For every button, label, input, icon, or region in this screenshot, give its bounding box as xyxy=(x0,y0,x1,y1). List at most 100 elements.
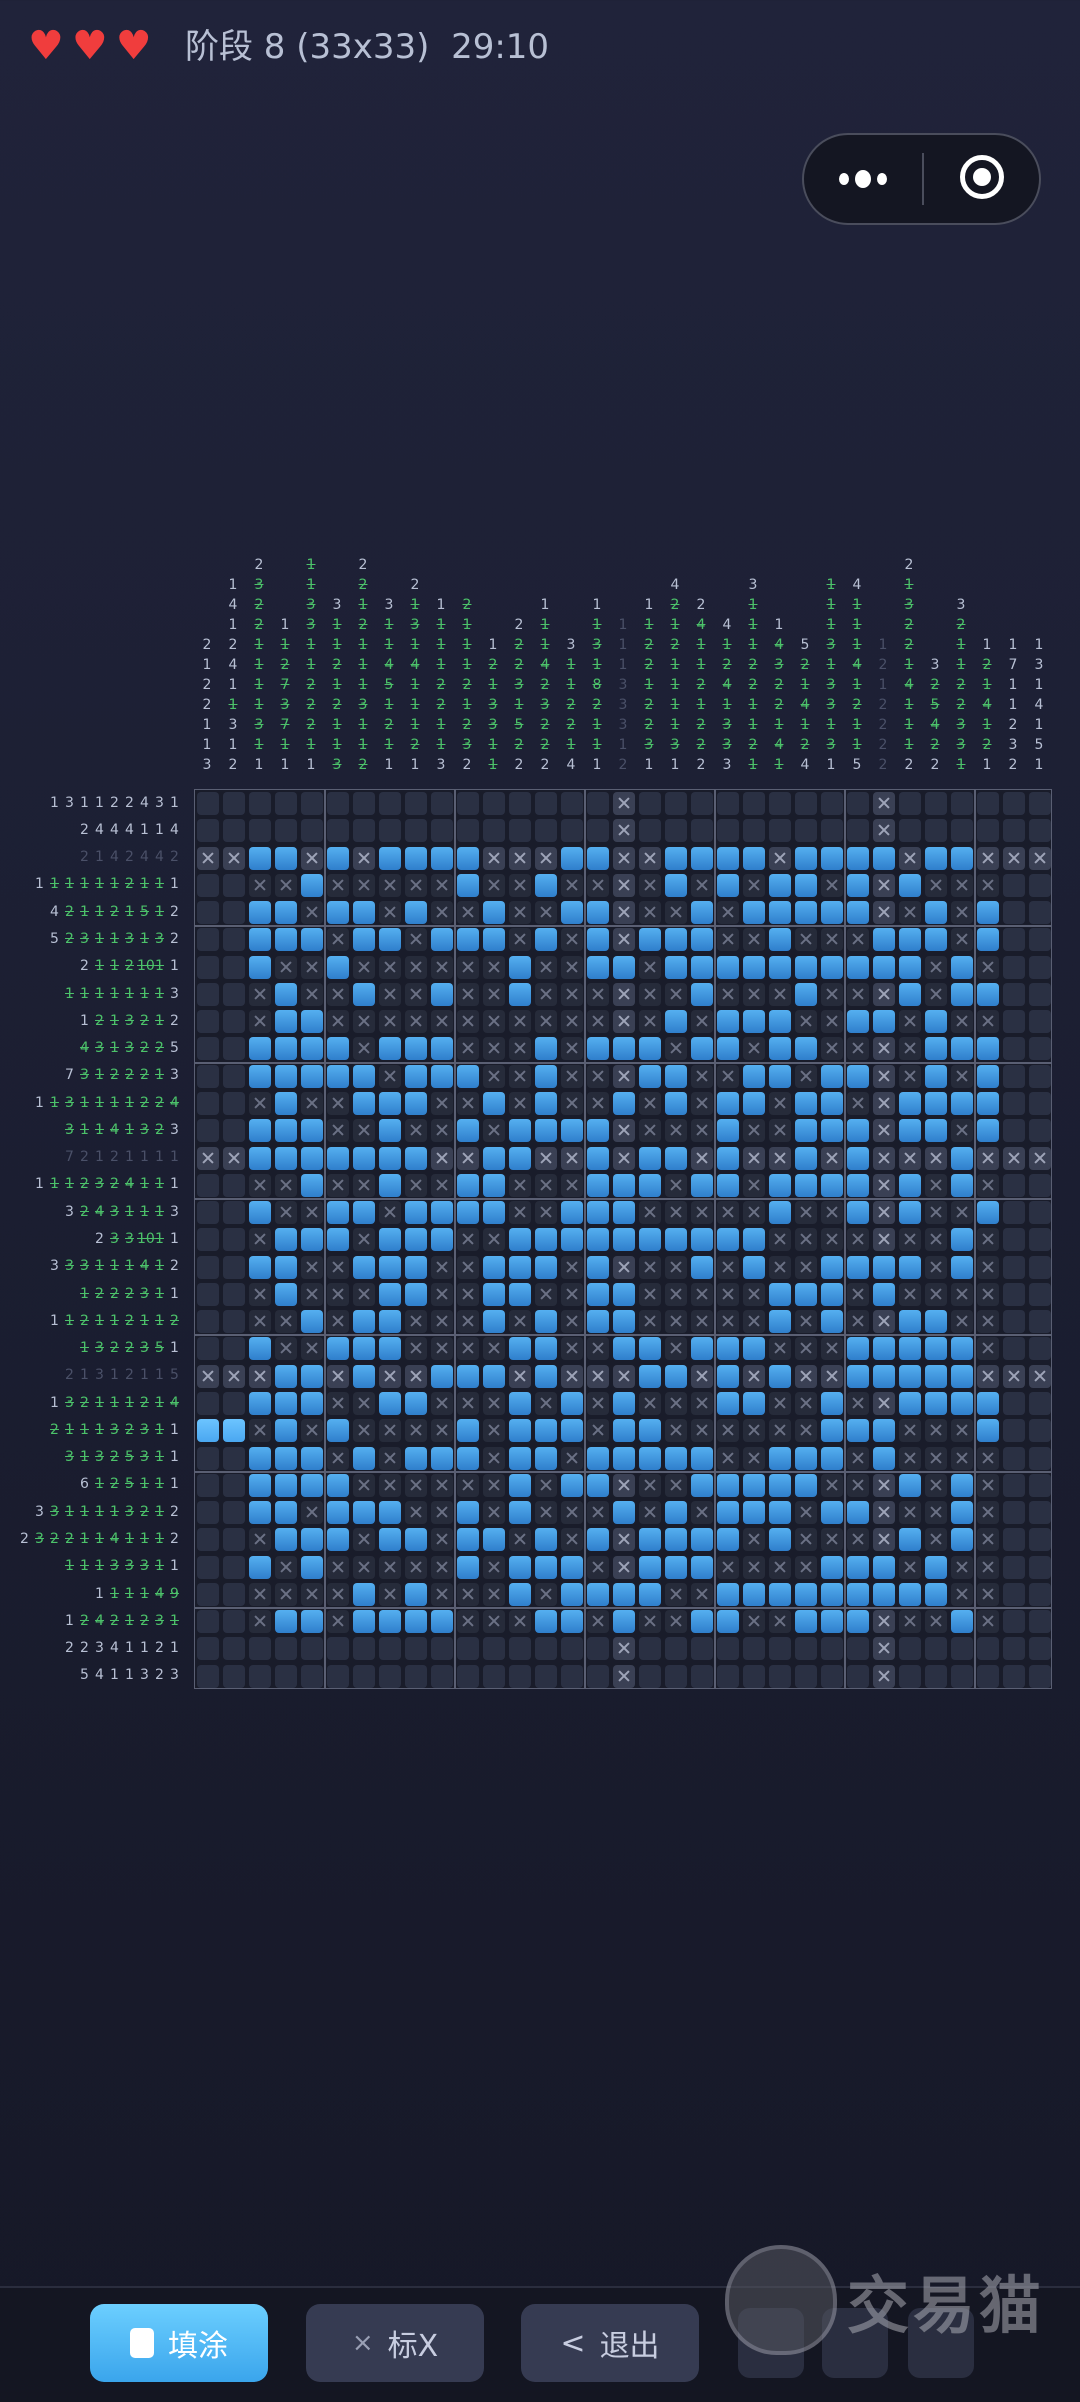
crossed-cell[interactable] xyxy=(691,1364,713,1388)
empty-cell[interactable] xyxy=(925,819,947,843)
filled-cell[interactable] xyxy=(769,1364,791,1388)
filled-cell[interactable] xyxy=(275,1610,297,1634)
filled-cell[interactable] xyxy=(587,1473,609,1497)
extra-button[interactable] xyxy=(908,2308,974,2378)
crossed-cell[interactable] xyxy=(431,1528,453,1552)
crossed-cell[interactable] xyxy=(951,1119,973,1143)
filled-cell[interactable] xyxy=(275,1064,297,1088)
crossed-cell[interactable] xyxy=(665,1337,687,1361)
empty-cell[interactable] xyxy=(197,1528,219,1552)
filled-cell[interactable] xyxy=(587,1173,609,1197)
empty-cell[interactable] xyxy=(1003,1582,1025,1606)
filled-cell[interactable] xyxy=(743,1501,765,1525)
empty-cell[interactable] xyxy=(665,1637,687,1661)
filled-cell[interactable] xyxy=(951,982,973,1006)
filled-cell[interactable] xyxy=(951,1173,973,1197)
filled-cell[interactable] xyxy=(561,1555,583,1579)
empty-cell[interactable] xyxy=(1003,901,1025,925)
empty-cell[interactable] xyxy=(223,1201,245,1225)
empty-cell[interactable] xyxy=(197,873,219,897)
filled-cell[interactable] xyxy=(717,1582,739,1606)
crossed-cell[interactable] xyxy=(691,1146,713,1170)
filled-cell[interactable] xyxy=(535,1037,557,1061)
empty-cell[interactable] xyxy=(223,1010,245,1034)
filled-cell[interactable] xyxy=(379,928,401,952)
crossed-cell[interactable] xyxy=(613,1637,635,1661)
filled-cell[interactable] xyxy=(301,1364,323,1388)
filled-cell[interactable] xyxy=(717,1501,739,1525)
crossed-cell[interactable] xyxy=(665,1392,687,1415)
empty-cell[interactable] xyxy=(899,1637,921,1661)
filled-cell[interactable] xyxy=(379,1092,401,1115)
crossed-cell[interactable] xyxy=(925,1146,947,1170)
empty-cell[interactable] xyxy=(1003,1119,1025,1143)
filled-cell[interactable] xyxy=(795,1119,817,1143)
crossed-cell[interactable] xyxy=(405,955,427,979)
crossed-cell[interactable] xyxy=(613,873,635,897)
filled-cell[interactable] xyxy=(431,846,453,870)
crossed-cell[interactable] xyxy=(977,1173,999,1197)
filled-cell[interactable] xyxy=(769,1528,791,1552)
filled-cell[interactable] xyxy=(951,846,973,870)
empty-cell[interactable] xyxy=(1003,819,1025,843)
crossed-cell[interactable] xyxy=(535,1392,557,1415)
crossed-cell[interactable] xyxy=(821,1146,843,1170)
filled-cell[interactable] xyxy=(639,1146,661,1170)
filled-cell[interactable] xyxy=(821,1610,843,1634)
crossed-cell[interactable] xyxy=(899,901,921,925)
crossed-cell[interactable] xyxy=(899,1555,921,1579)
filled-cell[interactable] xyxy=(925,1555,947,1579)
empty-cell[interactable] xyxy=(197,1446,219,1470)
filled-cell[interactable] xyxy=(353,1064,375,1088)
empty-cell[interactable] xyxy=(535,1664,557,1688)
filled-cell[interactable] xyxy=(327,1201,349,1225)
crossed-cell[interactable] xyxy=(561,982,583,1006)
empty-cell[interactable] xyxy=(665,819,687,843)
crossed-cell[interactable] xyxy=(743,1173,765,1197)
empty-cell[interactable] xyxy=(197,1392,219,1415)
crossed-cell[interactable] xyxy=(509,846,531,870)
crossed-cell[interactable] xyxy=(873,1473,895,1497)
filled-cell[interactable] xyxy=(561,901,583,925)
crossed-cell[interactable] xyxy=(327,1119,349,1143)
filled-cell[interactable] xyxy=(613,1501,635,1525)
filled-cell[interactable] xyxy=(249,846,271,870)
empty-cell[interactable] xyxy=(405,1637,427,1661)
filled-cell[interactable] xyxy=(951,1146,973,1170)
empty-cell[interactable] xyxy=(223,955,245,979)
filled-cell[interactable] xyxy=(691,1610,713,1634)
filled-cell[interactable] xyxy=(587,1282,609,1306)
empty-cell[interactable] xyxy=(223,1092,245,1115)
filled-cell[interactable] xyxy=(821,1582,843,1606)
filled-cell[interactable] xyxy=(457,1419,479,1443)
filled-cell[interactable] xyxy=(925,1310,947,1334)
filled-cell[interactable] xyxy=(717,1037,739,1061)
filled-cell[interactable] xyxy=(847,1419,869,1443)
filled-cell[interactable] xyxy=(535,928,557,952)
empty-cell[interactable] xyxy=(561,792,583,815)
crossed-cell[interactable] xyxy=(509,1364,531,1388)
crossed-cell[interactable] xyxy=(431,1146,453,1170)
crossed-cell[interactable] xyxy=(587,1610,609,1634)
filled-cell[interactable] xyxy=(353,928,375,952)
filled-cell[interactable] xyxy=(639,1064,661,1088)
filled-cell[interactable] xyxy=(613,1446,635,1470)
filled-cell[interactable] xyxy=(561,1392,583,1415)
filled-cell[interactable] xyxy=(951,1228,973,1252)
filled-cell[interactable] xyxy=(249,1501,271,1525)
crossed-cell[interactable] xyxy=(561,1337,583,1361)
crossed-cell[interactable] xyxy=(353,1282,375,1306)
filled-cell[interactable] xyxy=(977,1064,999,1088)
filled-cell[interactable] xyxy=(457,1173,479,1197)
empty-cell[interactable] xyxy=(587,1664,609,1688)
empty-cell[interactable] xyxy=(691,819,713,843)
filled-cell[interactable] xyxy=(275,1501,297,1525)
crossed-cell[interactable] xyxy=(431,1419,453,1443)
filled-cell[interactable] xyxy=(821,1555,843,1579)
filled-cell[interactable] xyxy=(535,1119,557,1143)
crossed-cell[interactable] xyxy=(899,1446,921,1470)
crossed-cell[interactable] xyxy=(613,1146,635,1170)
empty-cell[interactable] xyxy=(587,792,609,815)
crossed-cell[interactable] xyxy=(977,1501,999,1525)
empty-cell[interactable] xyxy=(483,819,505,843)
